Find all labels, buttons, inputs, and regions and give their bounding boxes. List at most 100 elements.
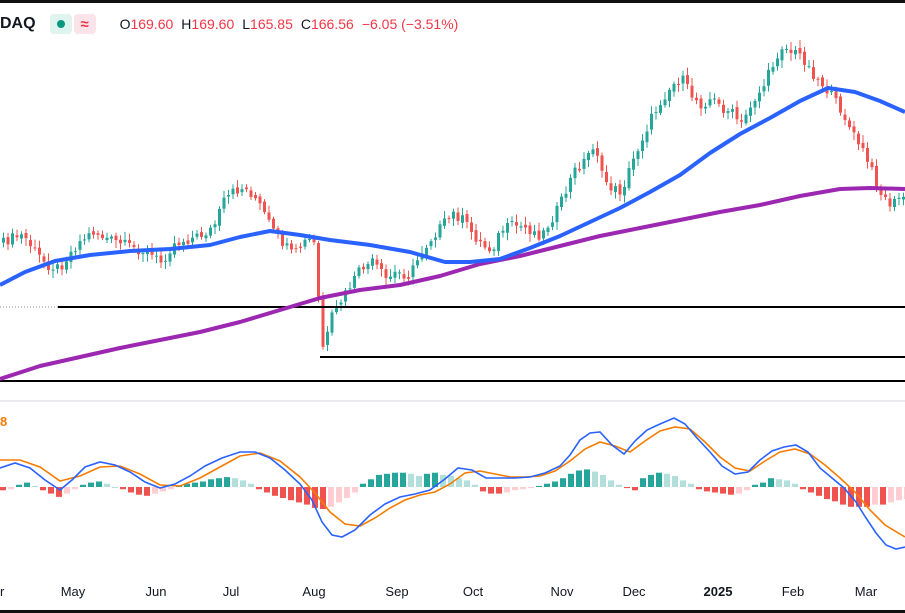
candle-body [56, 264, 59, 269]
candle-body [803, 51, 806, 65]
histogram-bar [680, 480, 686, 487]
low-key: L [242, 16, 251, 32]
candle-body [614, 186, 617, 192]
candle-body [164, 260, 167, 262]
histogram-bar [888, 487, 894, 503]
candle-body [254, 195, 257, 199]
candle-body [879, 187, 883, 196]
candle-body [290, 243, 293, 250]
histogram-bar [216, 478, 222, 487]
candle-body [821, 77, 824, 87]
candle-body [587, 152, 590, 161]
status-pill[interactable] [49, 14, 72, 34]
histogram-bar [136, 487, 142, 495]
histogram-bar [128, 487, 134, 493]
candle-body [443, 218, 446, 226]
candle-body [717, 99, 721, 104]
histogram-bar [584, 469, 590, 487]
histogram-bar [88, 482, 94, 487]
time-axis-label: Aug [302, 584, 325, 599]
histogram-bar [104, 483, 110, 487]
histogram-bar [672, 476, 678, 487]
candle-body [204, 235, 208, 239]
histogram-bar [488, 487, 494, 494]
candle-body [897, 197, 901, 199]
histogram-bar [168, 487, 174, 490]
candle-body [411, 265, 415, 278]
candle-body [186, 240, 190, 244]
candle-body [902, 196, 905, 200]
histogram-bar [568, 473, 574, 487]
candle-body [546, 227, 550, 233]
change-value: −6.05 (−3.51%) [361, 16, 459, 32]
candle-body [762, 86, 766, 92]
candle-body [344, 290, 347, 302]
time-axis-label: Dec [622, 584, 646, 599]
candle-body [240, 189, 244, 193]
candle-body [209, 227, 212, 236]
candle-body [650, 113, 653, 130]
candle-body [348, 288, 352, 290]
candle-body [285, 243, 289, 246]
candle-body [339, 302, 343, 305]
histogram-bar [744, 487, 750, 491]
histogram-bar [24, 482, 30, 487]
histogram-bar [288, 487, 294, 501]
signal-line[interactable] [0, 426, 905, 538]
candle-body [141, 253, 145, 255]
candle-body [101, 234, 104, 239]
histogram-bar [736, 487, 742, 494]
ma-fast-line[interactable] [0, 86, 905, 287]
histogram-bar [448, 476, 454, 487]
macd-indicator-label[interactable]: 8 [0, 414, 8, 429]
histogram-bar [520, 487, 526, 490]
candle-body [569, 177, 572, 192]
macd-line[interactable] [0, 417, 905, 550]
candle-body [74, 251, 77, 253]
histogram-bar [312, 487, 318, 508]
candle-body [681, 75, 685, 84]
candle-body [438, 224, 442, 238]
candle-body [227, 195, 230, 197]
histogram-bar [96, 481, 102, 487]
histogram-bar [464, 480, 470, 487]
histogram-bar [56, 487, 62, 497]
candle-body [560, 196, 563, 208]
histogram-bar [720, 487, 726, 494]
candle-body [776, 58, 779, 67]
histogram-bar [320, 487, 326, 509]
histogram-bar [816, 487, 822, 496]
candle-body [753, 100, 757, 108]
candle-body [578, 168, 581, 171]
histogram-bar [456, 478, 462, 487]
candle-body [533, 231, 536, 235]
candle-body [798, 48, 802, 54]
candle-body [884, 194, 887, 198]
histogram-bar [592, 471, 598, 487]
close-key: C [300, 16, 311, 32]
symbol-name[interactable]: DAQ [0, 15, 36, 32]
candle-body [632, 158, 635, 170]
candle-body [605, 171, 608, 183]
histogram-bar [400, 472, 406, 487]
high-key: H [181, 16, 192, 32]
time-axis-label: Sep [385, 584, 408, 599]
candle-body [731, 109, 734, 112]
compare-pill[interactable]: ≈ [73, 14, 96, 34]
histogram-bar [352, 487, 358, 493]
candle-body [92, 231, 95, 235]
candle-body [470, 222, 473, 232]
candle-body [623, 186, 626, 196]
candle-body [767, 69, 770, 86]
histogram-bar [112, 487, 118, 488]
ma-slow-line[interactable] [0, 186, 905, 381]
candle-body [47, 261, 50, 270]
histogram-bar [760, 482, 766, 487]
candle-body [182, 241, 185, 246]
candle-body [218, 208, 221, 226]
histogram-bar [80, 484, 86, 487]
candle-body [96, 233, 100, 235]
histogram-bar [632, 487, 638, 491]
candle-body [875, 165, 878, 188]
